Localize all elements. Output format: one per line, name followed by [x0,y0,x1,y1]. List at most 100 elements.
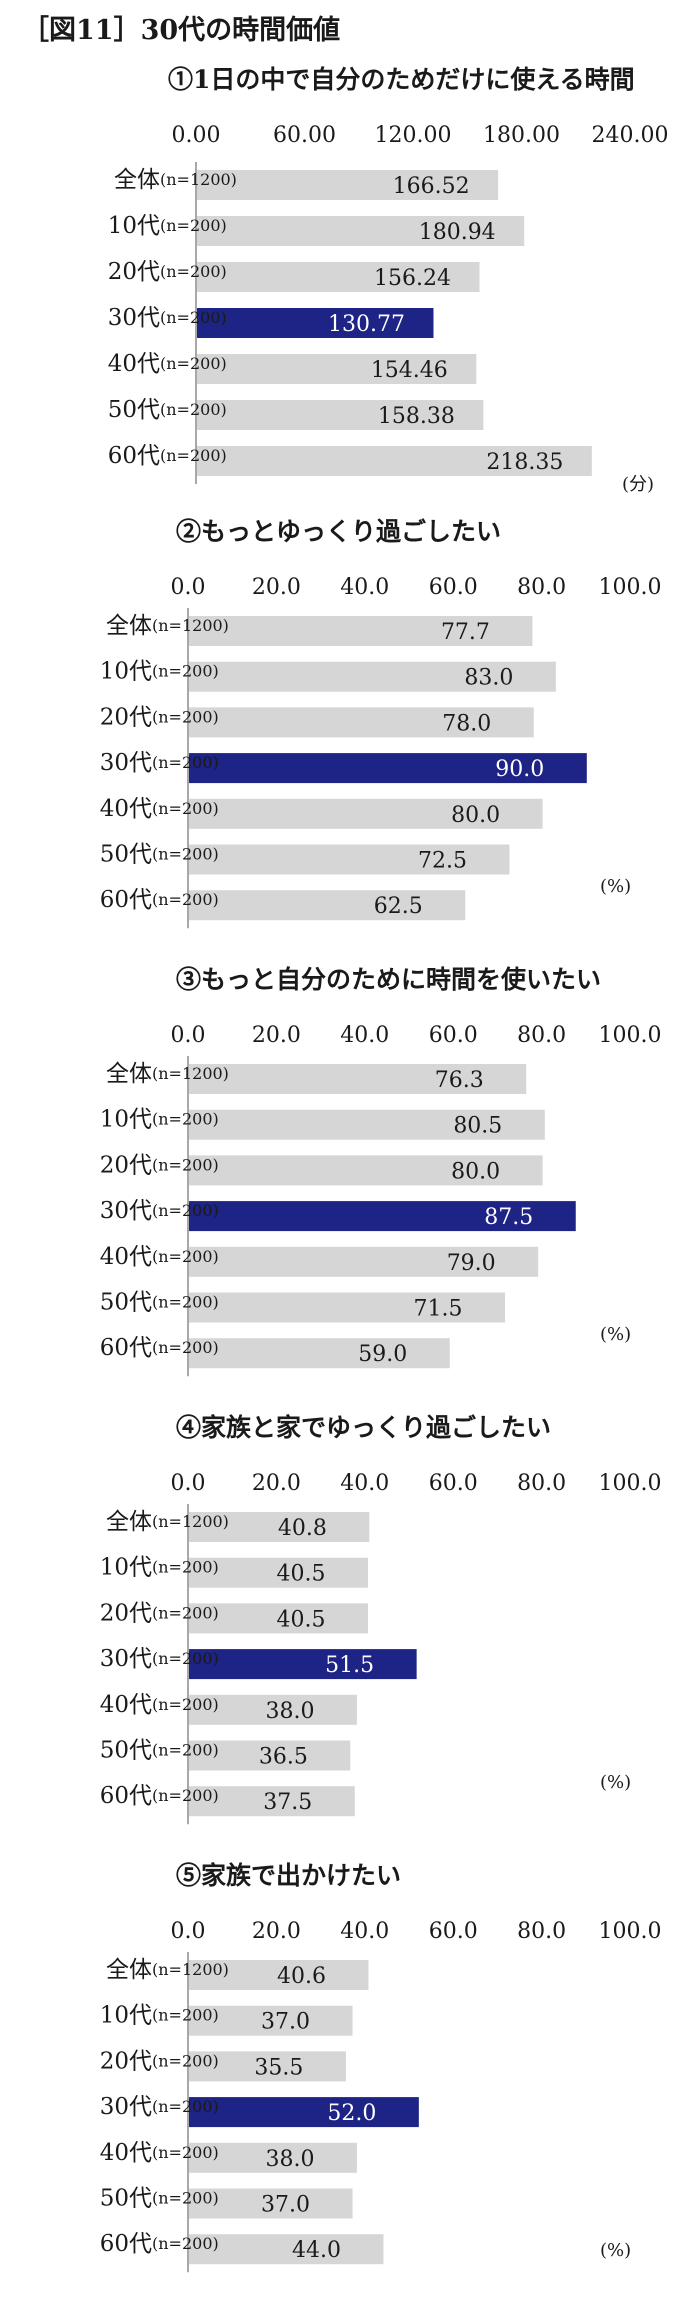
data-label: 77.7 [441,620,490,645]
category-n-label: (n=200) [152,2097,219,2116]
data-label: 40.6 [277,1964,326,1989]
category-n-label: (n=200) [152,1110,219,1129]
category-n-label: (n=200) [152,799,219,818]
tick-label: 0.0 [171,1471,206,1496]
chart-panel-3: ③もっと自分のために時間を使いたい 0.0 20.0 40.0 60.0 80.0 100… [0,960,684,1400]
category-n-label: (n=200) [152,2234,219,2253]
bar [189,798,543,829]
bar-highlight [189,2097,419,2128]
data-label: 130.77 [328,312,405,337]
category-label: 40代 [100,796,152,822]
bar [189,2234,384,2265]
bar-highlight [189,753,587,784]
tick-label: 60.0 [429,575,478,600]
category-n-label: (n=200) [152,1293,219,1312]
category-n-label: (n=200) [152,1155,219,1174]
data-label: 90.0 [495,757,544,782]
data-label: 80.0 [451,1159,500,1184]
category-label: 20代 [108,259,160,285]
bar [189,1557,369,1588]
data-label: 40.5 [277,1562,326,1587]
bar-chart-2: 0.0 20.0 40.0 60.0 80.0 100.0 77.7 全体 (n=1200) 83… [100,575,662,929]
bar-chart-4: 0.0 20.0 40.0 60.0 80.0 100.0 40.8 全体 (n=1200) 40… [100,1471,661,1825]
category-n-label: (n=200) [152,2006,219,2025]
tick-label: 100.0 [599,1919,662,1944]
category-label: 20代 [100,2048,152,2074]
bar-chart-3: 0.0 20.0 40.0 60.0 80.0 100.0 76.3 全体 (n=1200) 80… [100,1023,661,1377]
bar [197,446,592,476]
category-label: 60代 [100,1335,152,1361]
bar [197,354,477,384]
chart-panel-2: ②もっとゆっくり過ごしたい 0.0 20.0 40.0 60.0 80.0 100.0 77… [0,512,684,952]
bar [189,1155,543,1186]
tick-label: 20.0 [252,575,301,600]
tick-label: 0.00 [172,123,221,148]
category-n-label: (n=1200) [152,1064,229,1083]
bar [189,1109,545,1140]
category-n-label: (n=200) [152,1247,219,1266]
tick-label: 60.00 [273,123,336,148]
category-label: 60代 [100,1783,152,1809]
chart-title-2: ②もっとゆっくり過ごしたい [176,517,502,546]
data-label: 76.3 [435,1068,484,1093]
bar-highlight [197,308,434,338]
tick-label: 20.0 [252,1023,301,1048]
category-n-label: (n=200) [160,446,227,465]
category-label: 40代 [100,1244,152,1270]
tick-label: 100.0 [599,575,662,600]
tick-label: 40.0 [340,575,389,600]
data-label: 80.5 [453,1114,502,1139]
bar [197,216,525,246]
category-n-label: (n=200) [160,354,227,373]
category-label: 60代 [100,2231,152,2257]
chart-title-5: ⑤家族で出かけたい [176,1861,402,1890]
data-label: 36.5 [259,1745,308,1770]
tick-label: 40.0 [340,1919,389,1944]
bar-highlight [189,1649,417,1680]
data-label: 52.0 [327,2101,376,2126]
category-n-label: (n=1200) [152,1960,229,1979]
chart-panel-1: ①1日の中で自分のためだけに使える時間 0.00 60.00 120.00 180.0… [0,60,684,495]
category-n-label: (n=1200) [160,170,237,189]
bar-highlight [189,1201,576,1232]
bar [189,1960,369,1990]
category-label: 50代 [108,397,160,423]
tick-label: 80.0 [517,1023,566,1048]
tick-label: 240.00 [592,123,669,148]
category-label: 50代 [100,2186,152,2212]
category-n-label: (n=200) [160,400,227,419]
data-label: 40.8 [278,1516,327,1541]
category-label: 50代 [100,1290,152,1316]
data-label: 38.0 [265,1699,314,1724]
tick-label: 40.0 [340,1471,389,1496]
bar [197,400,484,430]
category-n-label: (n=200) [152,1338,219,1357]
category-label: 30代 [100,1646,152,1672]
category-label: 全体 [106,1509,152,1535]
chart-panel-5: ⑤家族で出かけたい 0.0 20.0 40.0 60.0 80.0 100.0 40.6 全体… [0,1856,684,2302]
data-label: 79.0 [447,1251,496,1276]
category-label: 10代 [100,1555,152,1581]
data-label: 35.5 [254,2055,303,2080]
bar [189,890,466,921]
data-label: 37.5 [263,1790,312,1815]
data-label: 166.52 [393,174,470,199]
category-n-label: (n=200) [152,2051,219,2070]
category-n-label: (n=200) [152,1201,219,1220]
data-label: 51.5 [325,1653,374,1678]
tick-label: 0.0 [171,1023,206,1048]
chart-title-3: ③もっと自分のために時間を使いたい [176,965,602,994]
unit-label: (%) [600,876,631,897]
data-label: 154.46 [371,358,448,383]
category-label: 50代 [100,842,152,868]
category-label: 全体 [106,613,152,639]
bar [189,844,510,875]
data-label: 156.24 [374,266,451,291]
tick-label: 80.0 [517,1471,566,1496]
unit-label: (分) [622,474,654,495]
tick-label: 60.0 [429,1471,478,1496]
tick-label: 80.0 [517,575,566,600]
bar-chart-5: 0.0 20.0 40.0 60.0 80.0 100.0 40.6 全体 (n=1200) 37… [100,1919,662,2273]
unit-label: (%) [600,2240,631,2261]
category-label: 40代 [100,1692,152,1718]
